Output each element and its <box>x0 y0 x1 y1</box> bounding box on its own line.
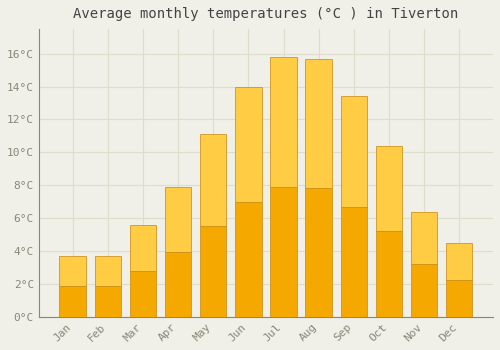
Bar <box>376 231 402 317</box>
Bar <box>200 225 226 317</box>
Bar <box>60 256 86 286</box>
Bar <box>376 146 402 231</box>
Bar <box>130 271 156 317</box>
Bar <box>306 188 332 317</box>
Bar <box>270 57 296 187</box>
Bar <box>60 286 86 317</box>
Bar <box>94 256 121 286</box>
Bar <box>235 86 262 202</box>
Bar <box>165 252 191 317</box>
Bar <box>94 286 121 317</box>
Bar <box>446 280 472 317</box>
Bar <box>411 264 438 317</box>
Bar <box>306 59 332 188</box>
Bar <box>165 187 191 252</box>
Title: Average monthly temperatures (°C ) in Tiverton: Average monthly temperatures (°C ) in Ti… <box>74 7 458 21</box>
Bar <box>270 187 296 317</box>
Bar <box>130 225 156 271</box>
Bar <box>235 202 262 317</box>
Bar <box>411 211 438 264</box>
Bar <box>340 97 367 206</box>
Bar <box>200 134 226 225</box>
Bar <box>446 243 472 280</box>
Bar <box>340 206 367 317</box>
